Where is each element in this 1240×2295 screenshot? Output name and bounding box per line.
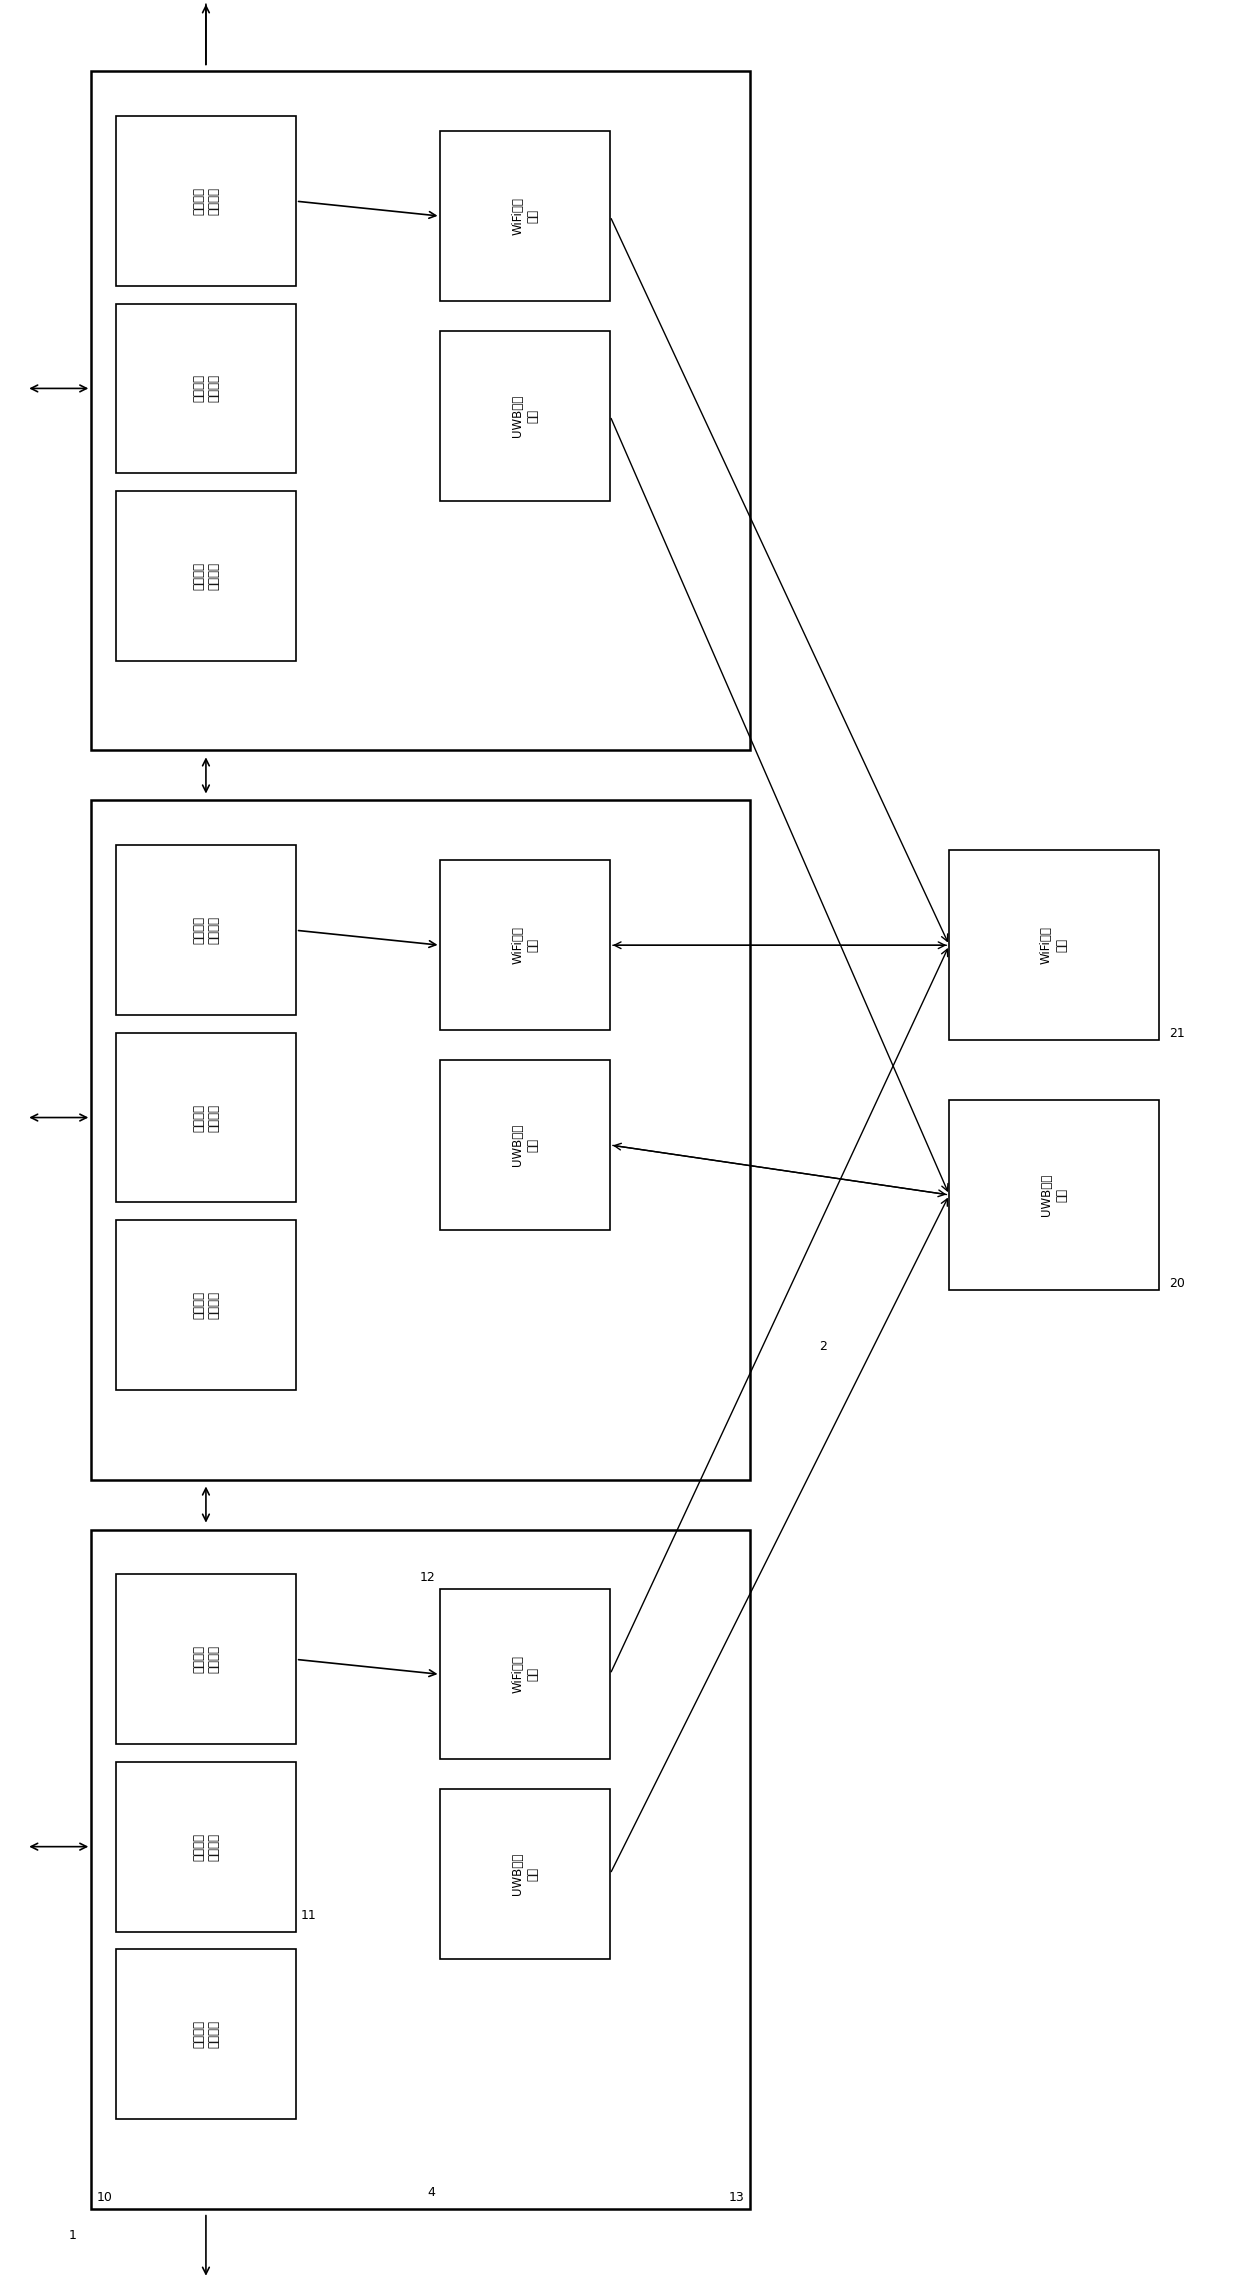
Text: 1: 1: [68, 2228, 76, 2242]
Text: 20: 20: [1169, 1276, 1184, 1290]
Text: WiFi通讯
模块: WiFi通讯 模块: [511, 1655, 539, 1694]
Bar: [117, 491, 295, 661]
Text: 三级有线
通讯模块: 三级有线 通讯模块: [192, 1646, 219, 1673]
Bar: [440, 131, 610, 301]
Bar: [950, 851, 1159, 1040]
Text: 4: 4: [428, 2185, 435, 2199]
Text: 三级有线
通讯模块: 三级有线 通讯模块: [192, 916, 219, 943]
Bar: [117, 1033, 295, 1203]
Text: 13: 13: [729, 2192, 745, 2203]
Text: 21: 21: [1169, 1028, 1184, 1040]
Bar: [440, 1060, 610, 1230]
Text: 12: 12: [419, 1572, 435, 1584]
Bar: [440, 1590, 610, 1760]
Bar: [440, 861, 610, 1030]
Text: 二级有线
通讯模块: 二级有线 通讯模块: [192, 1834, 219, 1861]
Bar: [92, 71, 750, 750]
Bar: [440, 330, 610, 500]
Text: WiFi通讯
模块: WiFi通讯 模块: [1040, 927, 1068, 964]
Text: 二级有线
通讯模块: 二级有线 通讯模块: [192, 374, 219, 402]
Text: 2: 2: [820, 1340, 827, 1352]
Text: WiFi通讯
模块: WiFi通讯 模块: [511, 927, 539, 964]
Text: 一级有线
通讯模块: 一级有线 通讯模块: [192, 2020, 219, 2047]
Text: WiFi通讯
模块: WiFi通讯 模块: [511, 197, 539, 234]
Text: 二级有线
通讯模块: 二级有线 通讯模块: [192, 1104, 219, 1131]
Text: 一级有线
通讯模块: 一级有线 通讯模块: [192, 1290, 219, 1320]
Bar: [117, 1763, 295, 1932]
Bar: [117, 117, 295, 287]
Text: UWB通讯
模块: UWB通讯 模块: [511, 1125, 539, 1166]
Bar: [92, 1528, 750, 2208]
Text: UWB通讯
模块: UWB通讯 模块: [511, 1852, 539, 1896]
Bar: [117, 303, 295, 473]
Bar: [117, 845, 295, 1014]
Bar: [117, 1574, 295, 1744]
Bar: [117, 1948, 295, 2118]
Bar: [440, 1790, 610, 1960]
Text: 10: 10: [97, 2192, 112, 2203]
Bar: [950, 1099, 1159, 1290]
Bar: [117, 1221, 295, 1391]
Text: 三级有线
通讯模块: 三级有线 通讯模块: [192, 188, 219, 216]
Text: 一级有线
通讯模块: 一级有线 通讯模块: [192, 562, 219, 590]
Text: UWB通讯
模块: UWB通讯 模块: [511, 395, 539, 436]
Bar: [92, 801, 750, 1480]
Text: 11: 11: [301, 1909, 316, 1921]
Text: UWB通讯
模块: UWB通讯 模块: [1040, 1173, 1068, 1216]
